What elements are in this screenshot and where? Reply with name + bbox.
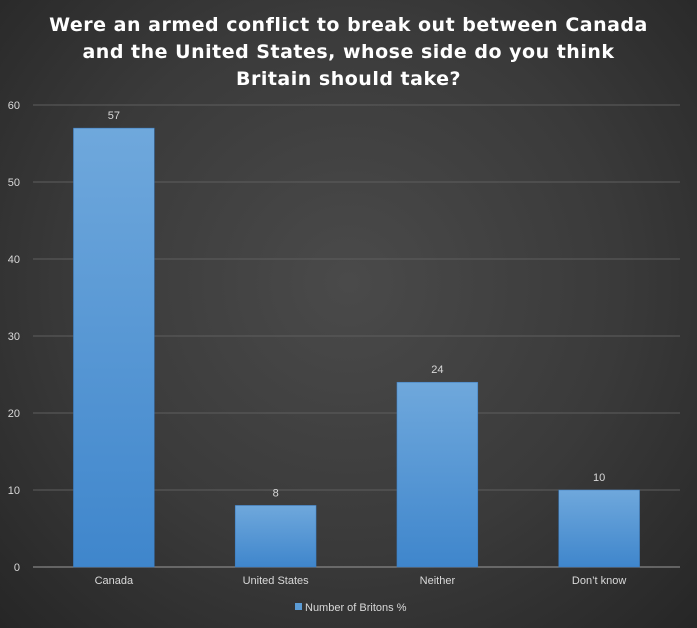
x-tick-label: United States <box>243 575 310 587</box>
chart-title-line-2: and the United States, whose side do you… <box>82 41 615 63</box>
bar <box>558 489 640 568</box>
chart-title-line-1: Were an armed conflict to break out betw… <box>49 14 648 36</box>
y-tick-label: 0 <box>14 562 20 574</box>
chart-title: Were an armed conflict to break out betw… <box>0 12 697 93</box>
y-tick-label: 20 <box>8 408 20 420</box>
bar <box>234 505 317 568</box>
x-tick-label: Don’t know <box>572 575 626 587</box>
y-tick-label: 60 <box>8 100 20 112</box>
bar <box>73 127 155 568</box>
x-tick-label: Neither <box>420 575 456 587</box>
data-label: 10 <box>593 472 605 484</box>
bar <box>396 381 479 568</box>
y-tick-label: 50 <box>8 177 20 189</box>
legend: Number of Britons % <box>295 602 407 614</box>
data-label: 57 <box>108 110 120 122</box>
y-tick-label: 40 <box>8 254 20 266</box>
y-axis: 0 10 20 30 40 50 60 <box>8 100 20 574</box>
data-label: 24 <box>431 364 443 376</box>
chart-title-line-3: Britain should take? <box>235 68 461 90</box>
data-labels: 57 8 24 10 <box>108 110 606 499</box>
legend-swatch <box>295 603 302 610</box>
bars <box>73 127 640 568</box>
legend-label: Number of Britons % <box>305 602 407 614</box>
x-tick-label: Canada <box>95 575 134 587</box>
x-axis: Canada United States Neither Don’t know <box>95 575 627 587</box>
data-label: 8 <box>273 487 279 499</box>
y-tick-label: 30 <box>8 331 20 343</box>
y-tick-label: 10 <box>8 485 20 497</box>
